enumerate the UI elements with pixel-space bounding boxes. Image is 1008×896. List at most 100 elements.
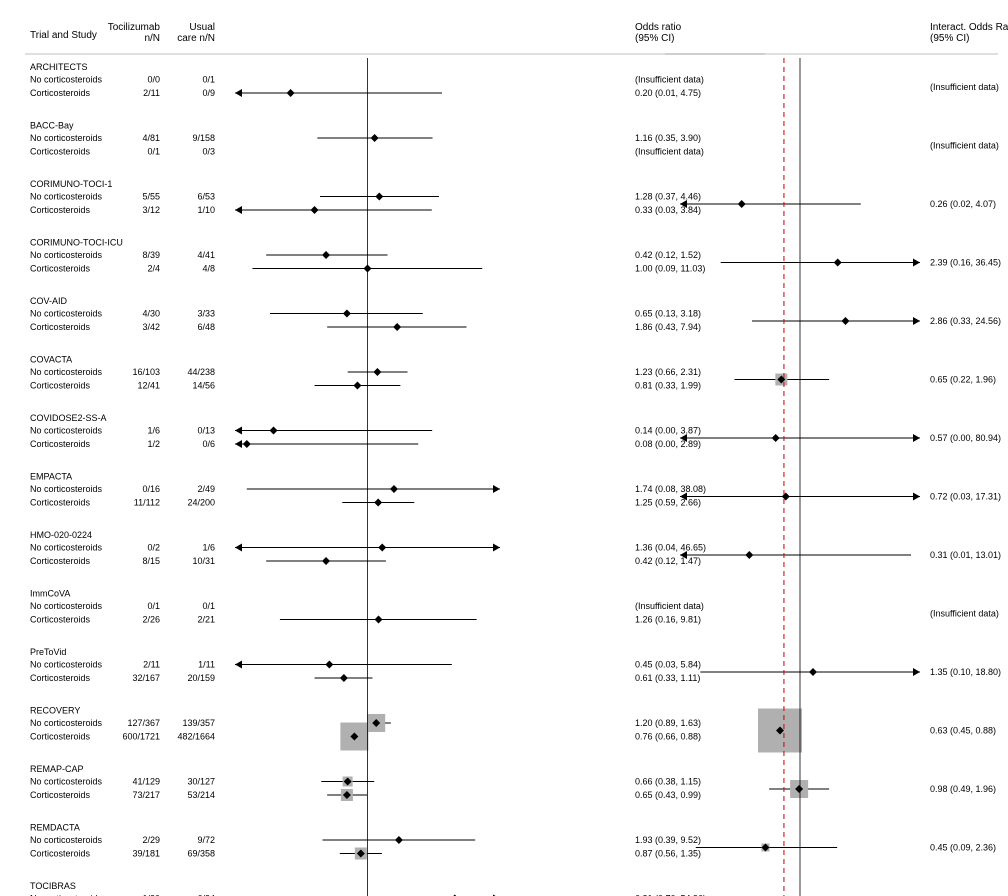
svg-text:care n/N: care n/N xyxy=(177,33,215,44)
svg-text:Corticosteroids: Corticosteroids xyxy=(30,381,91,391)
svg-text:0.61 (0.33, 1.11): 0.61 (0.33, 1.11) xyxy=(635,673,700,683)
svg-text:24/200: 24/200 xyxy=(187,498,215,508)
svg-text:0/0: 0/0 xyxy=(147,75,160,85)
svg-text:0/1: 0/1 xyxy=(202,75,215,85)
svg-text:1.25 (0.59, 2.66): 1.25 (0.59, 2.66) xyxy=(635,498,701,508)
svg-text:No corticosteroids: No corticosteroids xyxy=(30,777,103,787)
svg-text:REMDACTA: REMDACTA xyxy=(30,823,80,833)
svg-text:127/367: 127/367 xyxy=(127,718,160,728)
svg-text:0.26 (0.02, 4.07): 0.26 (0.02, 4.07) xyxy=(930,199,996,209)
svg-text:TOCIBRAS: TOCIBRAS xyxy=(30,881,76,891)
svg-text:0.57 (0.00, 80.94): 0.57 (0.00, 80.94) xyxy=(930,433,1001,443)
svg-text:41/129: 41/129 xyxy=(132,777,160,787)
svg-text:(Insufficient data): (Insufficient data) xyxy=(635,601,704,611)
svg-text:1.16 (0.35, 3.90): 1.16 (0.35, 3.90) xyxy=(635,133,701,143)
svg-text:8/15: 8/15 xyxy=(142,556,160,566)
svg-text:ARCHITECTS: ARCHITECTS xyxy=(30,62,88,72)
svg-text:Corticosteroids: Corticosteroids xyxy=(30,498,91,508)
svg-text:2.86 (0.33, 24.56): 2.86 (0.33, 24.56) xyxy=(930,316,1001,326)
svg-text:ImmCoVA: ImmCoVA xyxy=(30,589,70,599)
svg-text:0/3: 0/3 xyxy=(202,147,215,157)
svg-text:9/158: 9/158 xyxy=(192,133,215,143)
svg-text:1.86 (0.43, 7.94): 1.86 (0.43, 7.94) xyxy=(635,322,701,332)
svg-text:2/21: 2/21 xyxy=(197,615,215,625)
svg-text:Tocilizumab: Tocilizumab xyxy=(108,22,161,33)
svg-text:0/2: 0/2 xyxy=(147,543,160,553)
svg-text:(95% CI): (95% CI) xyxy=(930,33,969,44)
svg-text:14/56: 14/56 xyxy=(192,381,215,391)
svg-text:6/53: 6/53 xyxy=(197,192,215,202)
svg-text:COV-AID: COV-AID xyxy=(30,296,68,306)
svg-text:0/13: 0/13 xyxy=(197,426,215,436)
svg-text:0/9: 0/9 xyxy=(202,88,215,98)
svg-text:No corticosteroids: No corticosteroids xyxy=(30,133,103,143)
svg-text:Corticosteroids: Corticosteroids xyxy=(30,615,91,625)
svg-text:2.39 (0.16, 36.45): 2.39 (0.16, 36.45) xyxy=(930,258,1001,268)
svg-text:(Insufficient data): (Insufficient data) xyxy=(930,141,999,151)
svg-text:Corticosteroids: Corticosteroids xyxy=(30,732,91,742)
svg-text:1.20 (0.89, 1.63): 1.20 (0.89, 1.63) xyxy=(635,718,701,728)
svg-text:No corticosteroids: No corticosteroids xyxy=(30,367,103,377)
svg-text:3/12: 3/12 xyxy=(142,205,160,215)
svg-text:Corticosteroids: Corticosteroids xyxy=(30,439,91,449)
svg-text:n/N: n/N xyxy=(144,33,160,44)
svg-text:RECOVERY: RECOVERY xyxy=(30,706,80,716)
svg-text:2/11: 2/11 xyxy=(143,660,160,670)
svg-text:10/31: 10/31 xyxy=(192,556,215,566)
svg-text:1.74 (0.08, 38.08): 1.74 (0.08, 38.08) xyxy=(635,484,706,494)
svg-text:Corticosteroids: Corticosteroids xyxy=(30,673,91,683)
svg-text:30/127: 30/127 xyxy=(187,777,215,787)
svg-text:3/42: 3/42 xyxy=(142,322,160,332)
svg-text:1.00 (0.09, 11.03): 1.00 (0.09, 11.03) xyxy=(635,264,705,274)
svg-text:2/11: 2/11 xyxy=(143,88,160,98)
svg-text:20/159: 20/159 xyxy=(187,673,215,683)
svg-text:0.31 (0.01, 13.01): 0.31 (0.01, 13.01) xyxy=(930,550,1001,560)
svg-text:No corticosteroids: No corticosteroids xyxy=(30,250,103,260)
svg-text:(Insufficient data): (Insufficient data) xyxy=(635,147,704,157)
svg-text:0.76 (0.66, 0.88): 0.76 (0.66, 0.88) xyxy=(635,732,701,742)
svg-text:1/6: 1/6 xyxy=(202,543,215,553)
svg-text:2/26: 2/26 xyxy=(142,615,160,625)
svg-text:No corticosteroids: No corticosteroids xyxy=(30,718,103,728)
svg-text:BACC-Bay: BACC-Bay xyxy=(30,121,74,131)
svg-text:139/357: 139/357 xyxy=(182,718,215,728)
svg-text:16/103: 16/103 xyxy=(132,367,160,377)
svg-text:4/41: 4/41 xyxy=(197,250,215,260)
svg-text:Corticosteroids: Corticosteroids xyxy=(30,790,91,800)
svg-text:9/72: 9/72 xyxy=(197,835,215,845)
svg-text:0/1: 0/1 xyxy=(147,147,160,157)
svg-text:CORIMUNO-TOCI-1: CORIMUNO-TOCI-1 xyxy=(30,179,112,189)
svg-text:1/11: 1/11 xyxy=(198,660,215,670)
svg-text:482/1664: 482/1664 xyxy=(177,732,215,742)
svg-text:1.93 (0.39, 9.52): 1.93 (0.39, 9.52) xyxy=(635,835,701,845)
svg-text:Corticosteroids: Corticosteroids xyxy=(30,88,91,98)
svg-text:53/214: 53/214 xyxy=(187,790,215,800)
svg-text:6/48: 6/48 xyxy=(197,322,215,332)
svg-text:0.45 (0.09, 2.36): 0.45 (0.09, 2.36) xyxy=(930,843,996,853)
svg-text:Corticosteroids: Corticosteroids xyxy=(30,264,91,274)
svg-text:4/30: 4/30 xyxy=(142,309,160,319)
svg-text:No corticosteroids: No corticosteroids xyxy=(30,835,103,845)
svg-text:No corticosteroids: No corticosteroids xyxy=(30,192,103,202)
svg-text:1/10: 1/10 xyxy=(197,205,215,215)
svg-text:0.66 (0.38, 1.15): 0.66 (0.38, 1.15) xyxy=(635,777,701,787)
svg-text:69/358: 69/358 xyxy=(187,849,215,859)
svg-text:0/1: 0/1 xyxy=(147,601,160,611)
svg-text:COVIDOSE2-SS-A: COVIDOSE2-SS-A xyxy=(30,413,107,423)
svg-text:0.42 (0.12, 1.52): 0.42 (0.12, 1.52) xyxy=(635,250,701,260)
svg-text:Corticosteroids: Corticosteroids xyxy=(30,205,91,215)
svg-text:0/6: 0/6 xyxy=(202,439,215,449)
svg-text:0.42 (0.12, 1.47): 0.42 (0.12, 1.47) xyxy=(635,556,701,566)
svg-text:No corticosteroids: No corticosteroids xyxy=(30,309,103,319)
svg-text:12/41: 12/41 xyxy=(137,381,160,391)
svg-text:0.87 (0.56, 1.35): 0.87 (0.56, 1.35) xyxy=(635,849,701,859)
svg-text:1/2: 1/2 xyxy=(147,439,160,449)
svg-text:0.81 (0.33, 1.99): 0.81 (0.33, 1.99) xyxy=(635,381,701,391)
svg-text:Trial and Study: Trial and Study xyxy=(30,30,97,41)
svg-text:0.33 (0.03, 3.84): 0.33 (0.03, 3.84) xyxy=(635,205,701,215)
svg-text:CORIMUNO-TOCI-ICU: CORIMUNO-TOCI-ICU xyxy=(30,238,123,248)
forest-plot: Trial and StudyTocilizumabn/NUsualcare n… xyxy=(0,0,1008,896)
svg-text:(Insufficient data): (Insufficient data) xyxy=(930,82,999,92)
svg-text:HMO-020-0224: HMO-020-0224 xyxy=(30,530,92,540)
svg-text:5/55: 5/55 xyxy=(142,192,160,202)
